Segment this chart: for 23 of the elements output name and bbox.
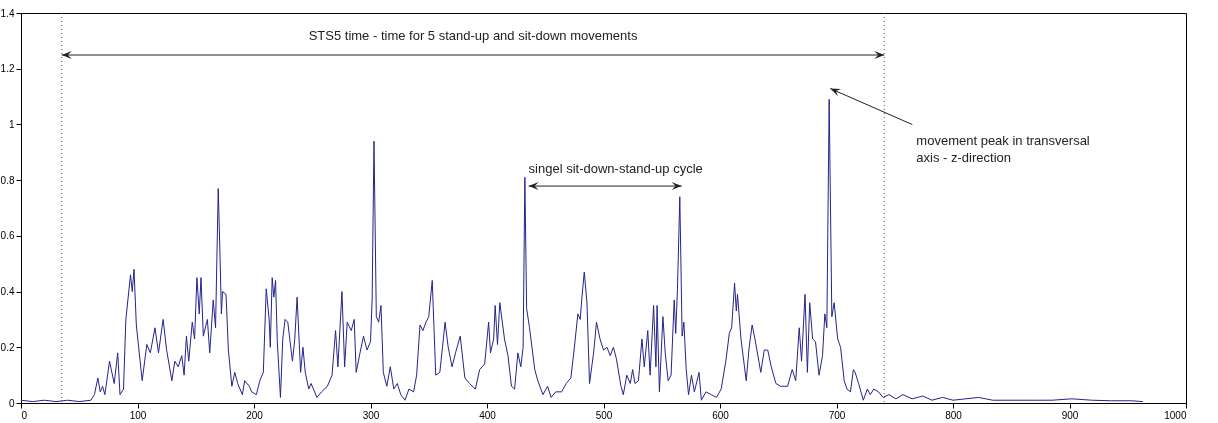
x-tick-label: 1000 bbox=[1164, 409, 1187, 421]
y-tick-label: 0.2 bbox=[0, 341, 15, 353]
y-tick-label: 0.8 bbox=[0, 174, 15, 186]
y-tick-label: 1 bbox=[8, 118, 15, 130]
y-tick-label: 1.4 bbox=[0, 7, 15, 19]
y-tick-label: 0.6 bbox=[0, 230, 15, 242]
x-tick-label: 800 bbox=[945, 409, 963, 421]
x-tick-label: 0 bbox=[21, 409, 28, 421]
x-tick-label: 300 bbox=[362, 409, 380, 421]
y-tick-label: 0 bbox=[8, 397, 15, 409]
x-tick-label: 900 bbox=[1061, 409, 1079, 421]
annotation: STS5 time - time for 5 stand-up and sit-down movements bbox=[308, 28, 638, 43]
y-tick-label: 0.4 bbox=[0, 286, 15, 298]
y-tick-label: 1.2 bbox=[0, 63, 15, 75]
annotation: movement peak in transversal axis - z-direction bbox=[916, 132, 1090, 165]
x-tick-label: 100 bbox=[129, 409, 147, 421]
annotation: singel sit-down-stand-up cycle bbox=[528, 161, 703, 177]
x-tick-label: 500 bbox=[595, 409, 613, 421]
x-tick-label: 600 bbox=[712, 409, 730, 421]
x-tick-label: 400 bbox=[479, 409, 497, 421]
x-tick-label: 700 bbox=[828, 409, 846, 421]
line-series bbox=[20, 98, 1144, 403]
x-tick-label: 200 bbox=[246, 409, 264, 421]
